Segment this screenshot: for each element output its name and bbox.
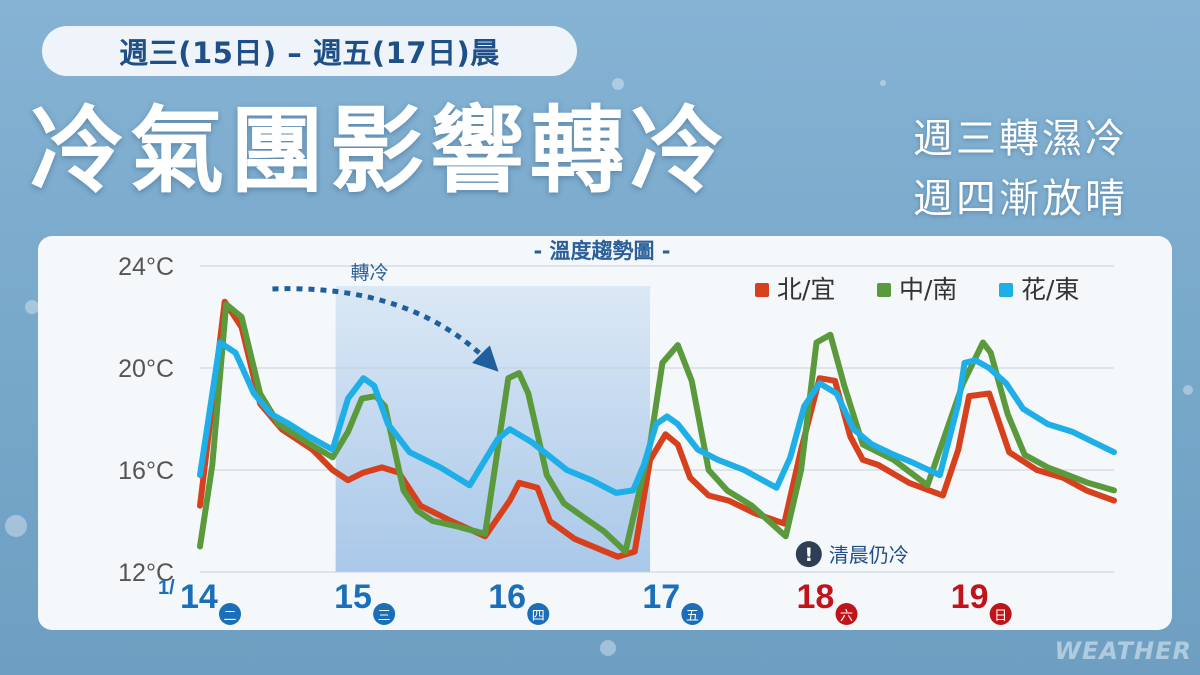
series-line — [197, 298, 1117, 560]
date-range-text: 週三(15日) – 週五(17日)晨 — [119, 36, 500, 70]
weekday-badge — [527, 603, 550, 625]
subtitle-line-2: 週四漸放晴 — [913, 176, 1128, 222]
y-tick-label: 20°C — [118, 355, 174, 383]
x-tick-label: 19 — [951, 578, 989, 616]
legend-swatch — [755, 283, 769, 297]
day-label-group: 18 六 — [797, 578, 858, 625]
watermark-logo: WEATHER — [1054, 637, 1192, 665]
date-range-pill: 週三(15日) – 週五(17日)晨 — [42, 26, 577, 76]
x-tick-label: 14 — [180, 578, 218, 616]
day-label-group: 16 四 — [488, 578, 550, 625]
legend-label: 中/南 — [899, 275, 957, 304]
trend-arrow — [272, 286, 499, 372]
x-tick-label: 18 — [797, 578, 835, 616]
weekday-badge — [681, 603, 704, 625]
weekday-badge — [219, 603, 241, 625]
trend-label: 轉冷 — [350, 262, 388, 284]
legend-swatch — [999, 283, 1013, 297]
legend-swatch — [877, 283, 891, 297]
subtitle-line-1: 週三轉濕冷 — [913, 116, 1128, 162]
weekday-badge-label: 二 — [223, 609, 236, 624]
x-month-prefix: 1/ — [158, 577, 175, 599]
background-speck — [612, 78, 624, 90]
background-speck — [5, 515, 27, 537]
chart-title: - 溫度趨勢圖 - — [533, 239, 670, 263]
weekday-badge — [989, 603, 1012, 625]
y-tick-label: 24°C — [118, 253, 174, 281]
alert-icon-glyph: ! — [804, 544, 813, 566]
series-line — [197, 339, 1117, 496]
note-label: 清晨仍冷 — [829, 543, 909, 567]
weekday-badge-label: 三 — [378, 609, 391, 624]
headline-title: 冷氣團影響轉冷 — [30, 97, 731, 206]
weekday-badge-label: 五 — [686, 609, 699, 624]
day-label-group: 17 五 — [642, 578, 704, 625]
weekday-badge-label: 四 — [532, 609, 545, 624]
temperature-chart-card: 12°C 16°C 20°C 24°C - 溫度趨勢圖 - 北/宜 中/南 花/東 轉冷! 清晨… — [38, 236, 1172, 630]
y-tick-label: 16°C — [118, 457, 174, 485]
day-label-group: 19 日 — [951, 578, 1012, 625]
x-tick-label: 17 — [642, 578, 680, 616]
weekday-badge-label: 日 — [994, 609, 1007, 624]
background-speck — [1183, 385, 1193, 395]
background-speck — [600, 640, 616, 656]
day-label-group: 1/14 二 — [158, 577, 241, 625]
legend-label: 花/東 — [1021, 275, 1079, 304]
background-speck — [880, 80, 886, 86]
weekday-badge — [835, 603, 858, 625]
x-tick-label: 16 — [488, 578, 526, 616]
background-speck — [25, 300, 39, 314]
alert-icon — [795, 541, 822, 568]
y-tick-label: 12°C — [118, 559, 174, 587]
weekday-badge — [373, 603, 396, 625]
weekday-badge-label: 六 — [840, 609, 853, 624]
day-label-group: 15 三 — [334, 578, 396, 625]
temperature-trend-chart: 12°C 16°C 20°C 24°C - 溫度趨勢圖 - 北/宜 中/南 花/東 轉冷! 清晨… — [118, 239, 1117, 625]
legend-label: 北/宜 — [777, 275, 835, 304]
x-tick-label: 15 — [334, 578, 372, 616]
